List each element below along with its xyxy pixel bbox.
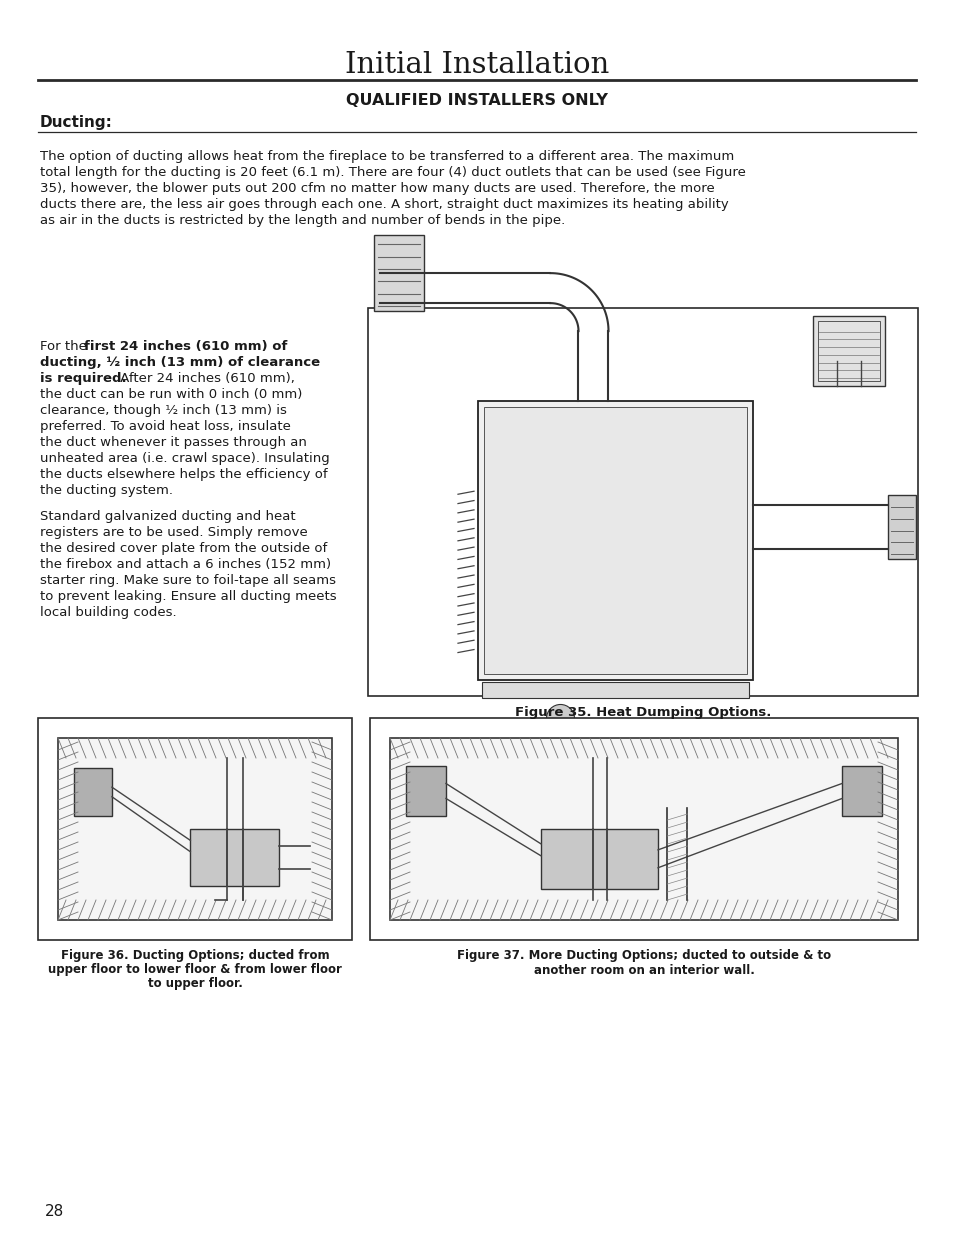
Text: upper floor to lower floor & from lower floor: upper floor to lower floor & from lower … [48, 963, 341, 977]
Bar [887, 495, 915, 558]
Text: Figure 36. Ducting Options; ducted from: Figure 36. Ducting Options; ducted from [61, 950, 329, 962]
Text: as air in the ducts is restricted by the length and number of bends in the pipe.: as air in the ducts is restricted by the… [40, 214, 565, 227]
Bar [58, 739, 332, 920]
Bar [38, 718, 352, 940]
Text: preferred. To avoid heat loss, insulate: preferred. To avoid heat loss, insulate [40, 420, 291, 433]
Bar [812, 316, 884, 387]
Text: the duct whenever it passes through an: the duct whenever it passes through an [40, 436, 307, 450]
Text: ducts there are, the less air goes through each one. A short, straight duct maxi: ducts there are, the less air goes throu… [40, 198, 728, 211]
Text: ducting, ½ inch (13 mm) of clearance: ducting, ½ inch (13 mm) of clearance [40, 356, 320, 369]
Bar [477, 401, 752, 680]
Text: the ducts elsewhere helps the efficiency of: the ducts elsewhere helps the efficiency… [40, 468, 327, 480]
Bar [481, 683, 748, 699]
Text: For the: For the [40, 340, 91, 353]
Bar [841, 766, 882, 816]
Text: Figure 37. More Ducting Options; ducted to outside & to: Figure 37. More Ducting Options; ducted … [456, 950, 830, 962]
Text: QUALIFIED INSTALLERS ONLY: QUALIFIED INSTALLERS ONLY [346, 93, 607, 107]
Text: Ducting:: Ducting: [40, 115, 112, 130]
Text: the desired cover plate from the outside of: the desired cover plate from the outside… [40, 542, 327, 555]
Bar [368, 308, 917, 697]
Text: 28: 28 [45, 1204, 64, 1219]
Text: After 24 inches (610 mm),: After 24 inches (610 mm), [116, 372, 294, 385]
Bar [374, 235, 423, 311]
Text: the firebox and attach a 6 inches (152 mm): the firebox and attach a 6 inches (152 m… [40, 558, 331, 571]
Bar [190, 829, 279, 885]
Bar [483, 408, 746, 674]
Text: unheated area (i.e. crawl space). Insulating: unheated area (i.e. crawl space). Insula… [40, 452, 330, 466]
Text: total length for the ducting is 20 feet (6.1 m). There are four (4) duct outlets: total length for the ducting is 20 feet … [40, 165, 745, 179]
Text: Figure 35. Heat Dumping Options.: Figure 35. Heat Dumping Options. [515, 705, 770, 719]
Text: registers are to be used. Simply remove: registers are to be used. Simply remove [40, 526, 308, 538]
Bar [370, 718, 917, 940]
Text: to upper floor.: to upper floor. [148, 977, 242, 990]
Bar [74, 768, 112, 816]
Bar [406, 766, 446, 816]
Text: local building codes.: local building codes. [40, 606, 176, 619]
Text: first 24 inches (610 mm) of: first 24 inches (610 mm) of [84, 340, 287, 353]
Text: The option of ducting allows heat from the fireplace to be transferred to a diff: The option of ducting allows heat from t… [40, 149, 734, 163]
Text: starter ring. Make sure to foil-tape all seams: starter ring. Make sure to foil-tape all… [40, 574, 335, 587]
Text: clearance, though ½ inch (13 mm) is: clearance, though ½ inch (13 mm) is [40, 404, 287, 417]
Bar [390, 739, 897, 920]
Bar [817, 321, 879, 382]
Text: Standard galvanized ducting and heat: Standard galvanized ducting and heat [40, 510, 295, 522]
Text: Initial Installation: Initial Installation [345, 51, 608, 79]
Bar [540, 829, 658, 889]
Text: 35), however, the blower puts out 200 cfm no matter how many ducts are used. The: 35), however, the blower puts out 200 cf… [40, 182, 714, 195]
Text: to prevent leaking. Ensure all ducting meets: to prevent leaking. Ensure all ducting m… [40, 590, 336, 603]
Circle shape [546, 704, 574, 732]
Text: another room on an interior wall.: another room on an interior wall. [533, 963, 754, 977]
Text: is required.: is required. [40, 372, 127, 385]
Text: the duct can be run with 0 inch (0 mm): the duct can be run with 0 inch (0 mm) [40, 388, 302, 401]
Text: the ducting system.: the ducting system. [40, 484, 172, 496]
